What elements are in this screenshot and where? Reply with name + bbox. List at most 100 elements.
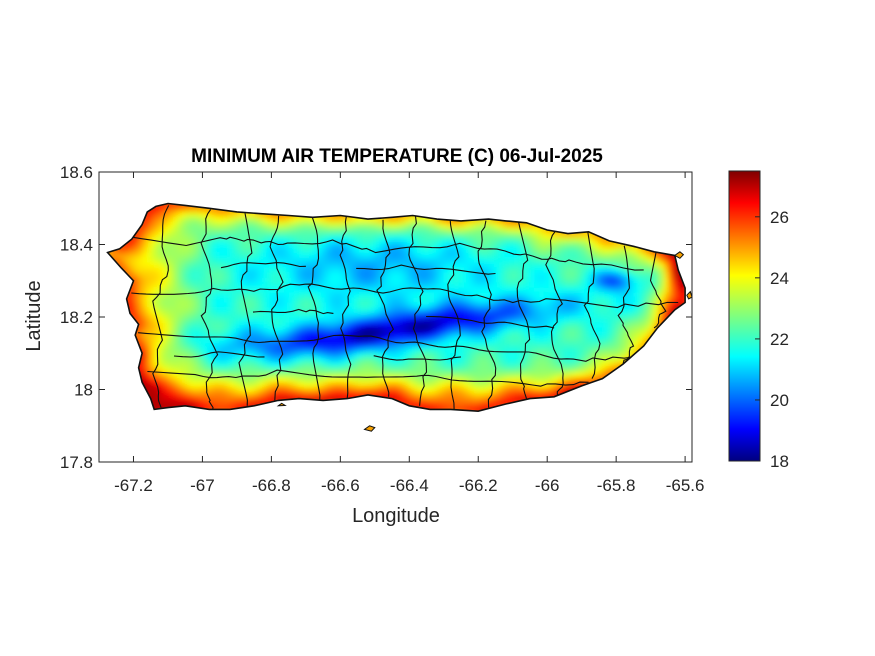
- municipality-border: [583, 230, 601, 379]
- heat-cell: [654, 297, 660, 303]
- heat-cell: [374, 307, 380, 313]
- heat-cell: [464, 252, 470, 258]
- heat-cell: [629, 342, 635, 348]
- heat-cell: [484, 222, 490, 228]
- heat-cell: [224, 342, 230, 348]
- heat-cell: [164, 297, 170, 303]
- heat-cell: [169, 287, 175, 293]
- heat-cell: [544, 247, 550, 253]
- heat-cell: [384, 237, 390, 243]
- heat-cell: [349, 262, 355, 268]
- heat-cell: [564, 377, 570, 383]
- heat-cell: [429, 312, 435, 318]
- heat-cell: [149, 377, 155, 383]
- heat-cell: [344, 392, 350, 398]
- heat-cell: [624, 297, 630, 303]
- heat-cell: [589, 282, 595, 288]
- heat-cell: [564, 262, 570, 268]
- heat-cell: [144, 337, 150, 343]
- heat-cell: [639, 282, 645, 288]
- heat-cell: [649, 307, 655, 313]
- heat-cell: [589, 242, 595, 248]
- heat-cell: [149, 307, 155, 313]
- heat-cell: [484, 257, 490, 263]
- heat-cell: [264, 332, 270, 338]
- heat-cell: [369, 257, 375, 263]
- heat-cell: [184, 397, 190, 403]
- heat-cell: [429, 372, 435, 378]
- heat-cell: [269, 357, 275, 363]
- x-tick-label: -66: [535, 476, 560, 495]
- heat-cell: [614, 277, 620, 283]
- heat-cell: [264, 312, 270, 318]
- heat-cell: [414, 287, 420, 293]
- heat-cell: [184, 382, 190, 388]
- heat-cell: [534, 282, 540, 288]
- heat-cell: [279, 322, 285, 328]
- heat-cell: [359, 232, 365, 238]
- heat-cell: [414, 357, 420, 363]
- heat-cell: [304, 242, 310, 248]
- heat-cell: [519, 352, 525, 358]
- heat-cell: [234, 307, 240, 313]
- heat-cell: [459, 252, 465, 258]
- heat-cell: [434, 367, 440, 373]
- heat-cell: [474, 297, 480, 303]
- heat-cell: [329, 322, 335, 328]
- heat-cell: [594, 267, 600, 273]
- heat-cell: [479, 297, 485, 303]
- heat-cell: [454, 382, 460, 388]
- heat-cell: [369, 297, 375, 303]
- heat-cell: [284, 257, 290, 263]
- heat-cell: [359, 257, 365, 263]
- heat-cell: [289, 237, 295, 243]
- heat-cell: [604, 267, 610, 273]
- heat-cell: [349, 387, 355, 393]
- heat-cell: [339, 277, 345, 283]
- heat-cell: [529, 327, 535, 333]
- heat-cell: [154, 377, 160, 383]
- heat-cell: [599, 257, 605, 263]
- heat-cell: [199, 392, 205, 398]
- heat-cell: [439, 307, 445, 313]
- heat-cell: [599, 297, 605, 303]
- heat-cell: [319, 257, 325, 263]
- heat-cell: [629, 277, 635, 283]
- heat-cell: [659, 257, 665, 263]
- heat-cell: [624, 347, 630, 353]
- heat-cell: [324, 237, 330, 243]
- heat-cell: [259, 242, 265, 248]
- heat-cell: [219, 237, 225, 243]
- heat-cell: [164, 322, 170, 328]
- heat-cell: [164, 282, 170, 288]
- heat-cell: [229, 307, 235, 313]
- heat-cell: [404, 297, 410, 303]
- heat-cell: [399, 337, 405, 343]
- heat-cell: [354, 267, 360, 273]
- heat-cell: [389, 317, 395, 323]
- heat-cell: [449, 272, 455, 278]
- heat-cell: [419, 277, 425, 283]
- heat-cell: [474, 372, 480, 378]
- heat-cell: [579, 352, 585, 358]
- heat-cell: [149, 367, 155, 373]
- heat-cell: [119, 252, 125, 258]
- heat-cell: [129, 302, 135, 308]
- heat-cell: [679, 282, 685, 288]
- heat-cell: [129, 257, 135, 263]
- heat-cell: [239, 242, 245, 248]
- y-tick-label: 18: [74, 381, 93, 400]
- heat-cell: [529, 277, 535, 283]
- heat-cell: [174, 272, 180, 278]
- heat-cell: [164, 302, 170, 308]
- heat-cell: [164, 372, 170, 378]
- heat-cell: [384, 367, 390, 373]
- heat-cell: [179, 292, 185, 298]
- heat-cell: [504, 312, 510, 318]
- heat-cell: [254, 257, 260, 263]
- heat-cell: [399, 362, 405, 368]
- heat-cell: [399, 317, 405, 323]
- heat-cell: [509, 237, 515, 243]
- heat-cell: [209, 227, 215, 233]
- heat-cell: [429, 292, 435, 298]
